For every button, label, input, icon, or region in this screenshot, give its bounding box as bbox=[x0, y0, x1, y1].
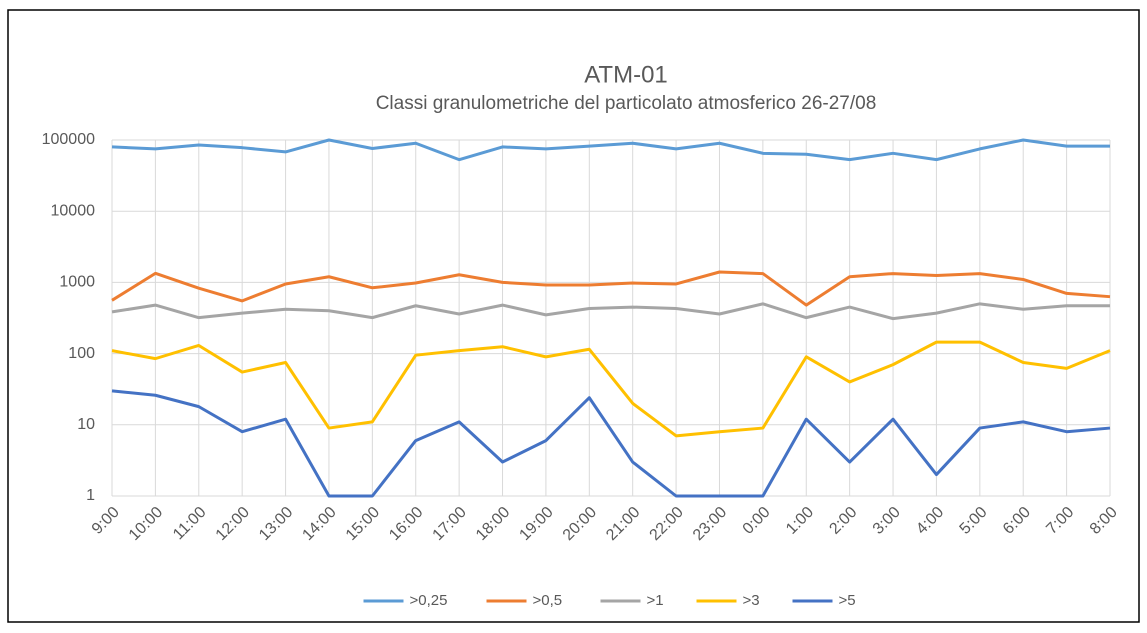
series-line bbox=[111, 270, 1111, 307]
legend-label: >5 bbox=[839, 592, 856, 609]
legend-label: >1 bbox=[647, 592, 664, 609]
y-tick-label: 100 bbox=[68, 345, 95, 362]
y-tick-label: 1000 bbox=[59, 274, 95, 291]
y-tick-label: 100000 bbox=[42, 131, 95, 148]
y-tick-label: 1 bbox=[86, 487, 95, 504]
legend-label: >3 bbox=[743, 592, 760, 609]
legend-label: >0,5 bbox=[533, 592, 563, 609]
chart-subtitle: Classi granulometriche del particolato a… bbox=[376, 93, 877, 114]
series-line bbox=[111, 302, 1110, 321]
chart-title: ATM-01 bbox=[584, 61, 668, 88]
series-line bbox=[111, 138, 1110, 162]
series-line bbox=[111, 340, 1111, 438]
series-line bbox=[111, 389, 1111, 498]
legend-label: >0,25 bbox=[410, 592, 448, 609]
y-tick-label: 10 bbox=[77, 416, 95, 433]
y-tick-label: 10000 bbox=[51, 202, 96, 219]
